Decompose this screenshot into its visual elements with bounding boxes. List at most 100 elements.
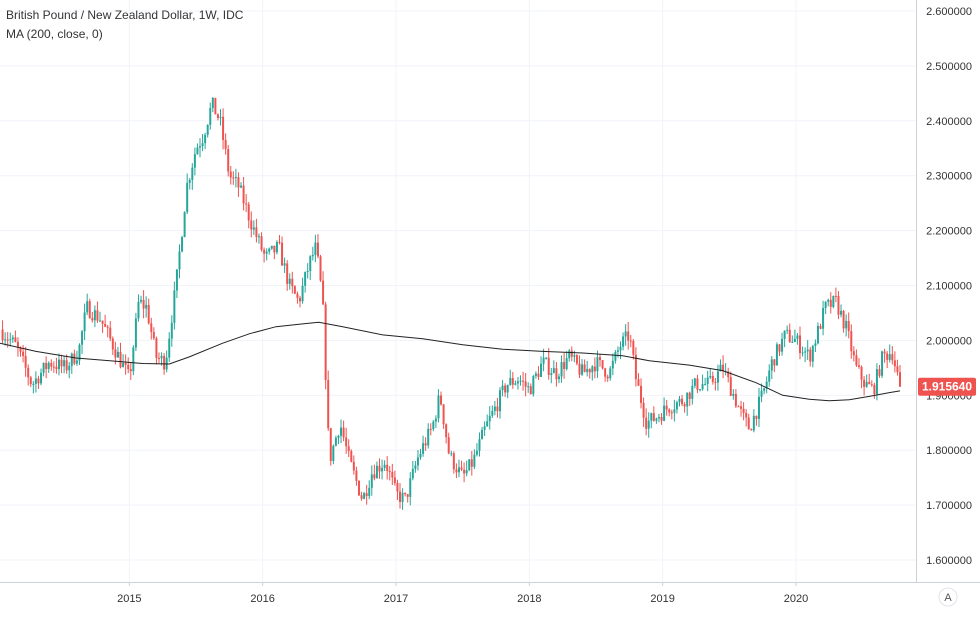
moving-average bbox=[0, 321, 901, 402]
candle-body bbox=[840, 310, 843, 315]
candle-body bbox=[304, 272, 307, 286]
price-tick-label: 1.700000 bbox=[926, 500, 972, 512]
candle-body bbox=[188, 180, 191, 183]
candle-body bbox=[291, 278, 294, 287]
candle-body bbox=[175, 269, 178, 291]
candle-body bbox=[668, 409, 671, 413]
candle-body bbox=[252, 227, 255, 230]
scale-mode-toggle[interactable]: A bbox=[938, 587, 958, 607]
candle-body bbox=[163, 355, 166, 370]
candle-body bbox=[134, 318, 137, 348]
candle-body bbox=[804, 351, 807, 353]
scale-mode-circle[interactable] bbox=[938, 587, 958, 607]
candle-body bbox=[340, 427, 343, 436]
candle-body bbox=[704, 384, 707, 386]
candle-body bbox=[181, 237, 184, 252]
candle-body bbox=[240, 185, 243, 188]
candle-body bbox=[822, 308, 825, 329]
candle-body bbox=[383, 464, 386, 469]
candle-body bbox=[522, 380, 525, 382]
symbol-title: British Pound / New Zealand Dollar, 1W, … bbox=[6, 8, 244, 22]
candle-body bbox=[886, 353, 889, 360]
candle-body bbox=[250, 220, 253, 230]
candle-body bbox=[270, 245, 273, 249]
candle-body bbox=[722, 364, 725, 372]
candle-body bbox=[245, 203, 248, 205]
candle-body bbox=[316, 242, 319, 257]
candle-body bbox=[196, 147, 199, 155]
candle-body bbox=[309, 256, 312, 271]
candle-body bbox=[463, 469, 466, 474]
candle-body bbox=[32, 383, 35, 385]
candle-body bbox=[391, 471, 394, 478]
ma-line bbox=[0, 321, 901, 402]
candle-body bbox=[370, 474, 373, 488]
candle-body bbox=[601, 360, 604, 369]
candle-body bbox=[388, 470, 391, 472]
candle-body bbox=[365, 493, 368, 497]
candle-body bbox=[765, 381, 768, 389]
candle-body bbox=[109, 327, 112, 339]
candle-body bbox=[888, 354, 891, 360]
candle-body bbox=[475, 450, 478, 455]
candle-body bbox=[496, 406, 499, 412]
candle-body bbox=[665, 405, 668, 410]
candle-body bbox=[299, 297, 301, 302]
candle-body bbox=[734, 393, 737, 407]
candle-body bbox=[499, 390, 501, 412]
candle-body bbox=[516, 381, 519, 384]
candle-body bbox=[257, 236, 260, 238]
candle-body bbox=[9, 339, 12, 341]
candle-body bbox=[116, 351, 119, 358]
candle-body bbox=[745, 412, 748, 418]
candle-body bbox=[647, 420, 650, 429]
candle-body bbox=[345, 437, 348, 447]
candle-body bbox=[227, 149, 230, 172]
candle-body bbox=[893, 360, 896, 367]
candle-body bbox=[16, 341, 19, 348]
candle-body bbox=[857, 365, 860, 367]
candle-body bbox=[393, 477, 396, 483]
candle-body bbox=[93, 310, 96, 321]
candle-body bbox=[614, 351, 617, 361]
candle-body bbox=[714, 381, 717, 383]
candle-body bbox=[481, 429, 484, 440]
candle-body bbox=[514, 383, 517, 385]
candle-body bbox=[814, 343, 817, 346]
candle-body bbox=[699, 389, 701, 391]
candle-body bbox=[281, 242, 284, 266]
candle-body bbox=[193, 154, 196, 168]
scale-mode-button-label[interactable]: A bbox=[944, 592, 952, 604]
candle-body bbox=[114, 349, 117, 358]
candle-body bbox=[773, 359, 776, 366]
candle-body bbox=[578, 363, 581, 375]
candle-body bbox=[657, 416, 660, 419]
candle-body bbox=[373, 474, 376, 479]
candle-body bbox=[863, 379, 866, 387]
candle-body bbox=[360, 495, 363, 499]
candle-body bbox=[247, 204, 250, 221]
candle-body bbox=[686, 392, 689, 407]
candle-body bbox=[414, 465, 417, 469]
candle-body bbox=[457, 467, 460, 473]
candle-body bbox=[737, 406, 740, 408]
candle-body bbox=[429, 428, 432, 430]
candle-body bbox=[1, 329, 4, 341]
candle-body bbox=[829, 299, 832, 307]
candle-body bbox=[334, 437, 337, 446]
candle-body bbox=[791, 341, 794, 343]
candle-body bbox=[504, 385, 507, 393]
candle-body bbox=[847, 320, 850, 332]
time-tick-label: 2018 bbox=[517, 593, 541, 605]
candle-body bbox=[29, 377, 32, 385]
last-price-label: 1.915640 bbox=[922, 380, 972, 394]
candle-body bbox=[599, 357, 601, 361]
candle-body bbox=[88, 301, 91, 319]
candle-body bbox=[604, 368, 607, 377]
candle-body bbox=[788, 329, 791, 343]
time-tick-label: 2020 bbox=[784, 593, 808, 605]
candle-body bbox=[716, 371, 719, 383]
candle-body bbox=[396, 482, 399, 492]
